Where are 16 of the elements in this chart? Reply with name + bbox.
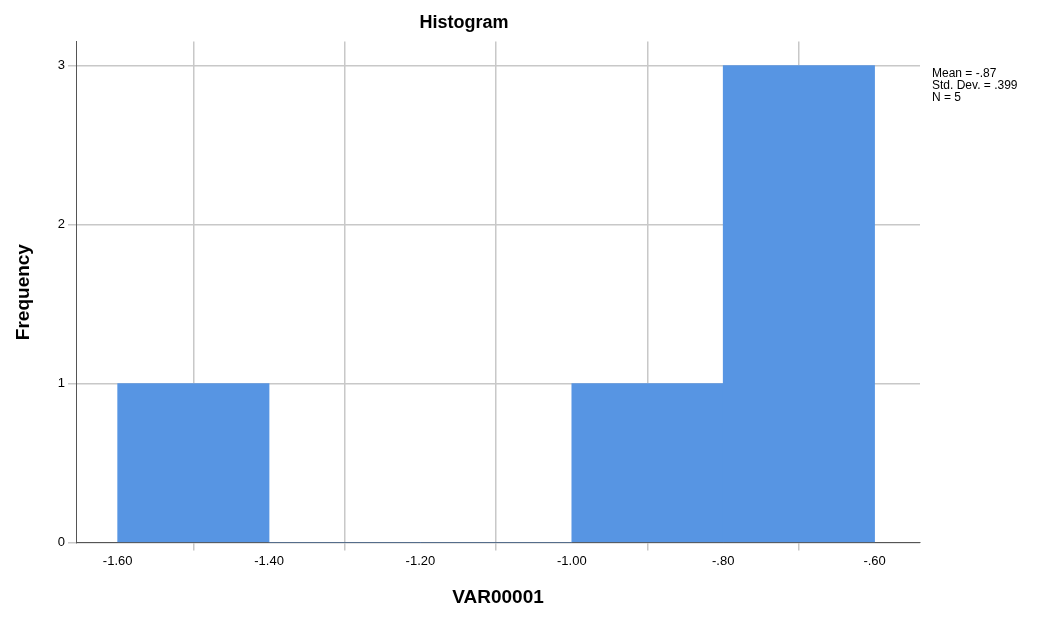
y-tick-label: 2 xyxy=(57,216,66,232)
x-tick-label: -1.60 xyxy=(102,552,133,568)
y-axis-title: Frequency xyxy=(11,243,33,341)
x-tick-label: -1.40 xyxy=(254,552,284,568)
x-tick-label: -.80 xyxy=(712,552,735,568)
x-tick-label: -.60 xyxy=(863,552,886,568)
x-tick-label: -1.00 xyxy=(556,552,587,568)
text: N = 5 xyxy=(932,89,962,104)
y-tick-label: 0 xyxy=(57,534,66,550)
y-tick-label: 1 xyxy=(57,375,66,391)
x-tick-label: -1.20 xyxy=(405,552,436,568)
y-tick-label: 3 xyxy=(57,57,66,73)
text: Mean = -.87 xyxy=(932,65,997,80)
text: Std. Dev. = .399 xyxy=(932,77,1018,92)
x-axis-title: VAR00001 xyxy=(452,585,545,607)
chart-title: Histogram xyxy=(419,11,509,32)
